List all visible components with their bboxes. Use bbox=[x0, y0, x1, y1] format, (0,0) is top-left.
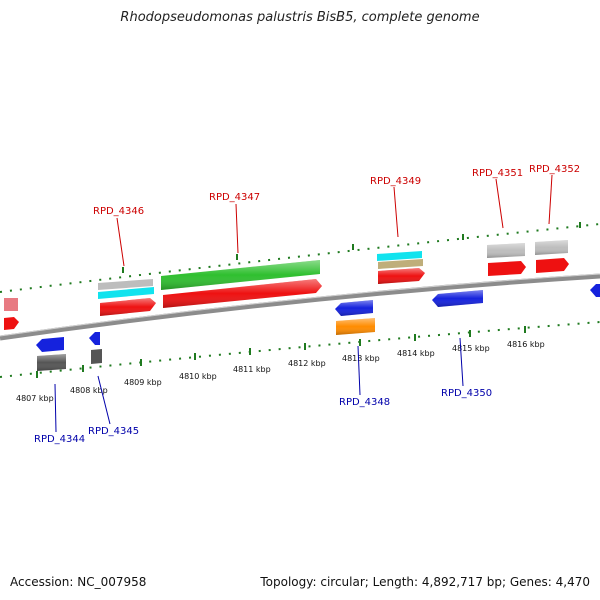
tick-label: 4813 kbp bbox=[342, 354, 380, 363]
tick-labels: 4807 kbp 4808 kbp 4809 kbp 4810 kbp 4811… bbox=[16, 340, 545, 403]
shade-overlay bbox=[336, 318, 375, 335]
gene-label-RPD_4347[interactable]: RPD_4347 bbox=[209, 192, 260, 203]
shade-overlay bbox=[161, 260, 320, 290]
tick-label: 4810 kbp bbox=[179, 372, 217, 381]
gene-feature-blue[interactable] bbox=[590, 284, 600, 297]
gene-label-RPD_4352[interactable]: RPD_4352 bbox=[529, 164, 580, 175]
tick-label: 4811 kbp bbox=[233, 365, 271, 374]
leader-line bbox=[235, 203, 239, 254]
genome-backbone-highlight bbox=[0, 273, 600, 337]
gene-label-RPD_4348[interactable]: RPD_4348 bbox=[339, 397, 390, 408]
shade-overlay bbox=[487, 243, 525, 258]
leader-line bbox=[116, 217, 125, 267]
gene-feature-gray[interactable] bbox=[98, 279, 153, 290]
shade-overlay bbox=[37, 354, 66, 371]
gene-feature-darkgray[interactable] bbox=[91, 349, 102, 364]
forward-major-ticks bbox=[122, 222, 581, 273]
tick-label: 4807 kbp bbox=[16, 394, 54, 403]
genome-title: Rhodopseudomonas palustris BisB5, comple… bbox=[120, 10, 480, 25]
genome-summary-text: Topology: circular; Length: 4,892,717 bp… bbox=[260, 575, 590, 589]
reverse-major-ticks bbox=[36, 326, 526, 378]
leader-line bbox=[393, 186, 399, 238]
gene-label-RPD_4346[interactable]: RPD_4346 bbox=[93, 206, 144, 217]
tick-label: 4815 kbp bbox=[452, 344, 490, 353]
shade-overlay bbox=[335, 300, 373, 316]
gene-labels: RPD_4346 RPD_4347 RPD_4349 RPD_4351 RPD_… bbox=[34, 164, 580, 445]
tick-label: 4809 kbp bbox=[124, 378, 162, 387]
leader-line bbox=[459, 337, 464, 387]
feature-shading bbox=[37, 240, 568, 371]
leader-line bbox=[495, 178, 504, 229]
tick-label: 4808 kbp bbox=[70, 386, 108, 395]
tick-label: 4816 kbp bbox=[507, 340, 545, 349]
shade-overlay bbox=[163, 279, 322, 308]
gene-feature-red[interactable] bbox=[536, 258, 569, 273]
gene-label-RPD_4351[interactable]: RPD_4351 bbox=[472, 168, 523, 179]
reverse-tick-rail bbox=[0, 321, 600, 378]
gene-feature-blue[interactable] bbox=[89, 332, 100, 345]
shade-overlay bbox=[100, 298, 156, 316]
tick-label: 4814 kbp bbox=[397, 349, 435, 358]
accession-text: Accession: NC_007958 bbox=[10, 575, 147, 589]
gene-feature-red[interactable] bbox=[488, 261, 526, 276]
reverse-dotted-rail bbox=[0, 321, 600, 378]
leader-line bbox=[357, 345, 361, 396]
gene-feature-pink[interactable] bbox=[4, 298, 18, 311]
gene-label-RPD_4344[interactable]: RPD_4344 bbox=[34, 434, 85, 445]
tick-label: 4812 kbp bbox=[288, 359, 326, 368]
shade-overlay bbox=[535, 240, 568, 255]
leader-line bbox=[97, 375, 111, 425]
leader-line bbox=[548, 174, 553, 225]
gene-label-RPD_4349[interactable]: RPD_4349 bbox=[370, 176, 421, 187]
shade-overlay bbox=[378, 268, 425, 284]
gene-feature-red[interactable] bbox=[4, 317, 19, 330]
gene-label-RPD_4350[interactable]: RPD_4350 bbox=[441, 388, 492, 399]
gene-feature-tan[interactable] bbox=[378, 259, 423, 269]
gene-label-RPD_4345[interactable]: RPD_4345 bbox=[88, 426, 139, 437]
gene-feature-blue[interactable] bbox=[36, 337, 64, 352]
leader-line bbox=[54, 383, 57, 433]
genome-backbone bbox=[0, 273, 600, 341]
shade-overlay bbox=[432, 290, 483, 307]
gene-feature-cyan[interactable] bbox=[377, 251, 422, 261]
label-leader-lines bbox=[54, 174, 553, 433]
gene-feature-cyan[interactable] bbox=[98, 287, 154, 299]
